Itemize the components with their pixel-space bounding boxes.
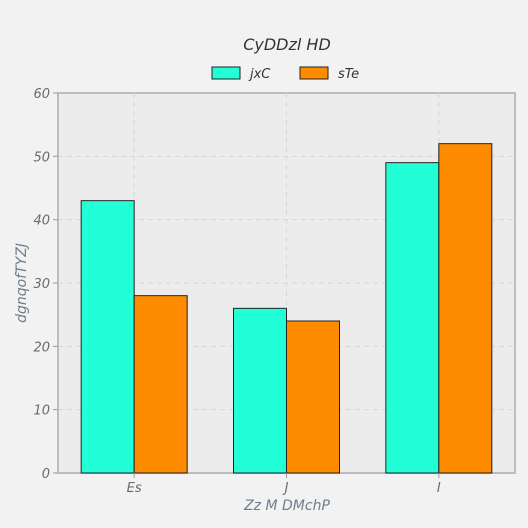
y-tick-label: 30 (33, 277, 50, 292)
bar-jxC-Es (81, 201, 134, 473)
y-tick-label: 50 (33, 150, 50, 165)
bar-sTe-I (439, 144, 492, 473)
bar-jxC-J (234, 308, 287, 473)
x-axis-label: Zz M DMchP (243, 498, 330, 514)
x-tick-label: I (437, 481, 441, 496)
legend-swatch-jxC (212, 67, 240, 79)
y-axis-ticks: 0 10 20 30 40 50 60 (33, 87, 58, 482)
y-tick-label: 20 (33, 340, 50, 355)
x-axis-ticks: Es J I (127, 473, 441, 496)
x-tick-label: Es (127, 481, 142, 496)
y-axis-label: dgnqofTYZJ (14, 243, 30, 323)
bar-jxC-I (386, 163, 439, 473)
y-tick-label: 0 (42, 467, 50, 482)
legend: jxC sTe (212, 67, 359, 82)
bar-sTe-Es (134, 296, 187, 473)
y-tick-label: 40 (33, 214, 50, 229)
chart-title: CyDDzl HD (243, 35, 331, 54)
y-tick-label: 10 (33, 404, 50, 419)
legend-swatch-sTe (300, 67, 328, 79)
legend-label-sTe: sTe (338, 67, 359, 82)
bar-sTe-J (287, 321, 340, 473)
x-tick-label: J (282, 481, 289, 496)
y-tick-label: 60 (33, 87, 50, 102)
legend-label-jxC: jxC (248, 67, 271, 82)
